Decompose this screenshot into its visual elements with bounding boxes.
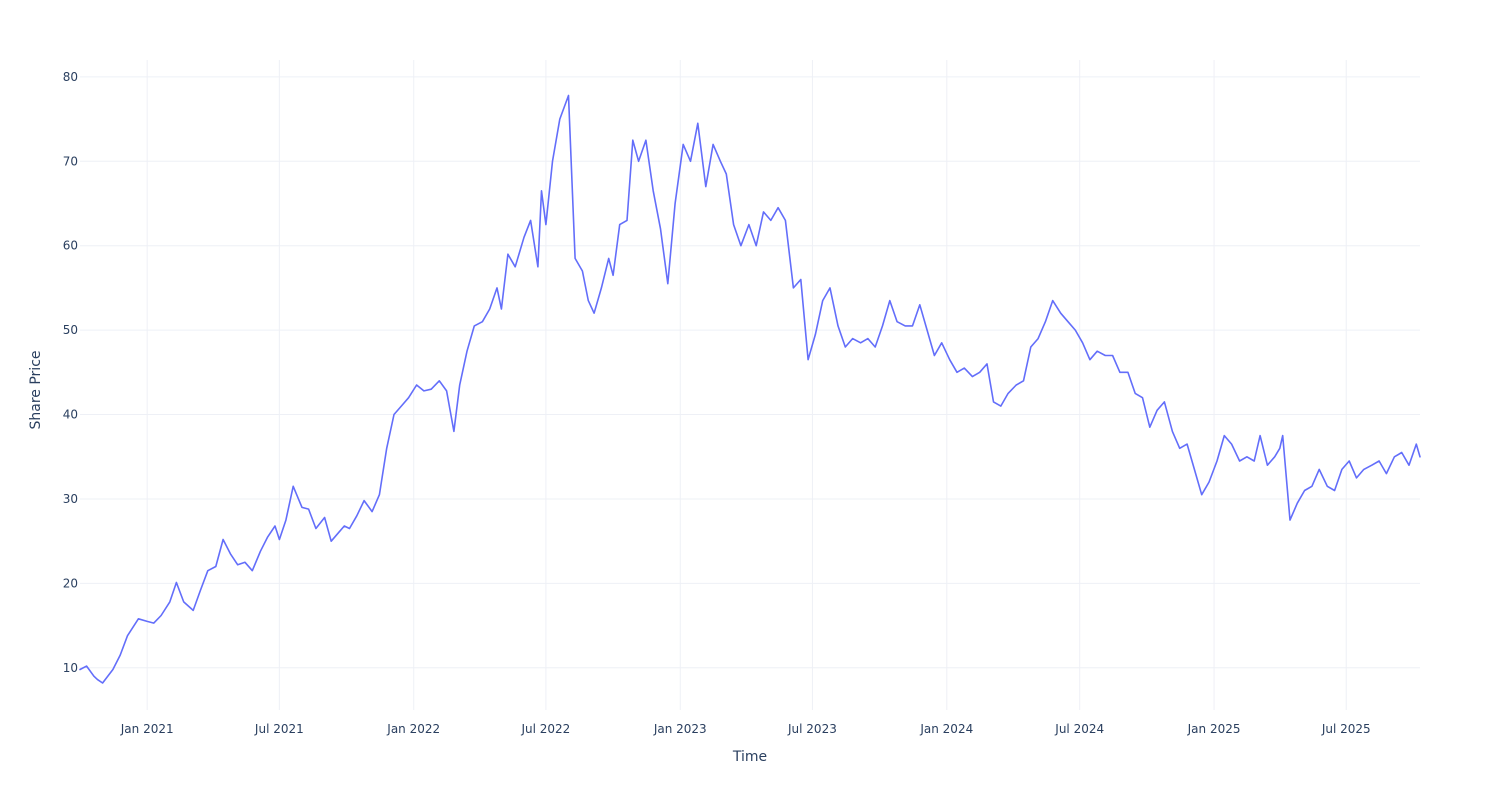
y-tick-label: 50 — [63, 323, 78, 337]
x-tick-label: Jul 2024 — [1054, 722, 1104, 736]
y-tick-label: 30 — [63, 492, 78, 506]
x-tick-label: Jul 2025 — [1321, 722, 1371, 736]
series-line-0 — [79, 94, 1421, 684]
y-tick-label: 20 — [63, 576, 78, 590]
x-tick-label: Jan 2023 — [653, 722, 707, 736]
x-tick-label: Jul 2021 — [254, 722, 304, 736]
y-tick-label: 60 — [63, 239, 78, 253]
x-axis-ticks: Jan 2021 Jul 2021 Jan 2022 Jul 2022 Jan 2023… — [120, 722, 1371, 736]
y-axis-title: Share Price — [28, 350, 44, 429]
x-tick-label: Jan 2021 — [120, 722, 174, 736]
series-layer — [79, 94, 1421, 684]
x-axis-title: Time — [732, 749, 767, 765]
y-tick-label: 80 — [63, 70, 78, 84]
x-tick-label: Jul 2022 — [520, 722, 570, 736]
y-axis-ticks: 10 20 30 40 50 60 70 80 — [63, 70, 78, 675]
x-tick-label: Jan 2025 — [1187, 722, 1241, 736]
y-tick-label: 10 — [63, 661, 78, 675]
y-tick-label: 40 — [63, 408, 78, 422]
x-tick-label: Jul 2023 — [787, 722, 837, 736]
grid-lines — [80, 60, 1420, 710]
x-tick-label: Jan 2022 — [386, 722, 440, 736]
x-tick-label: Jan 2024 — [919, 722, 973, 736]
y-tick-label: 70 — [63, 154, 78, 168]
